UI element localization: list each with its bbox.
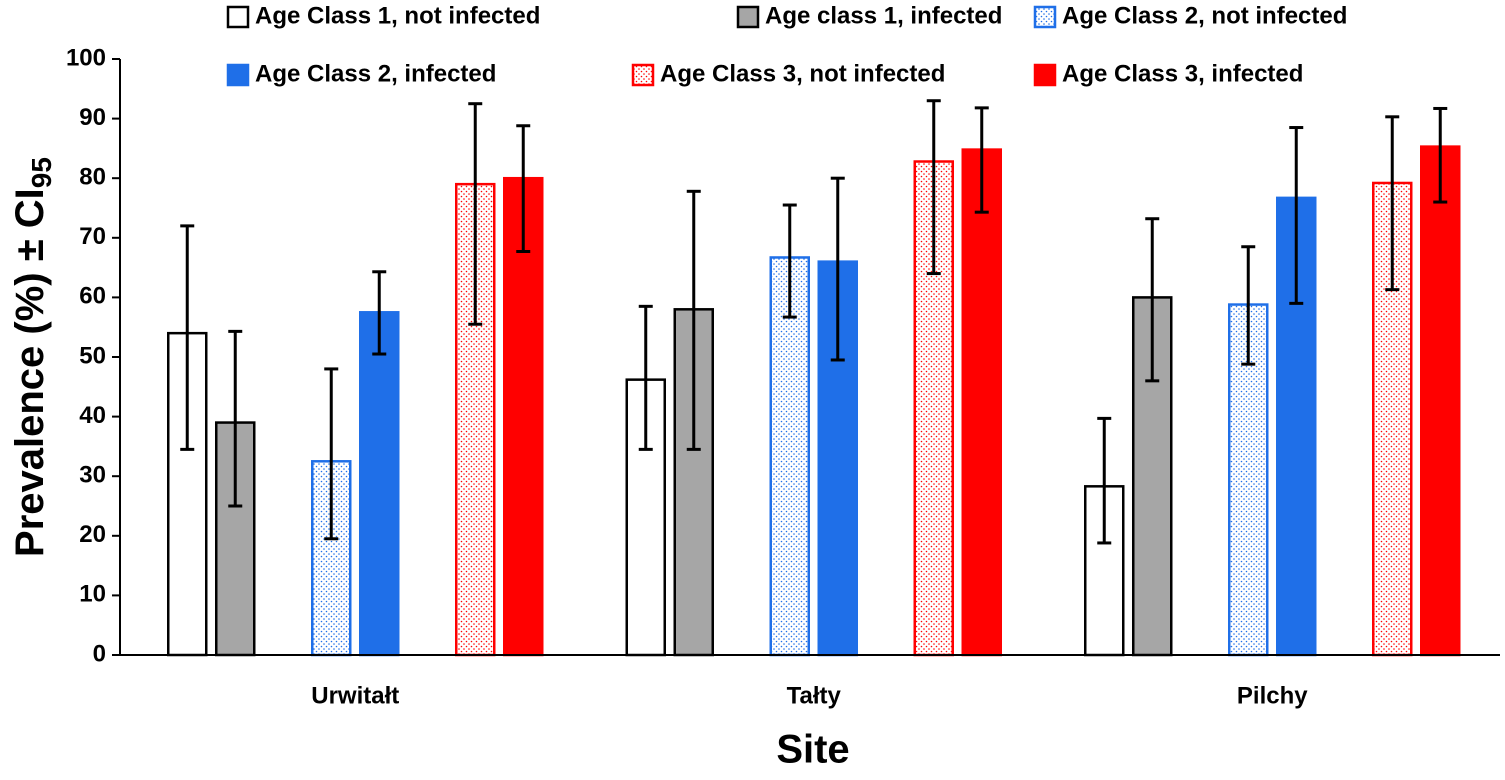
- bar: [503, 176, 544, 657]
- y-tick-label: 100: [66, 44, 106, 71]
- error-bar: [372, 270, 387, 356]
- y-tick-label: 30: [79, 462, 106, 489]
- legend-swatch: [631, 63, 655, 87]
- y-axis-label-subscript: 95: [26, 157, 57, 188]
- legend-label: Age class 1, infected: [765, 2, 1002, 29]
- y-axis-label: Prevalence (%) ± CI95: [8, 157, 58, 557]
- bar: [1420, 145, 1461, 657]
- error-bar: [1289, 126, 1304, 305]
- error-bar: [638, 304, 653, 451]
- legend-swatch: [226, 5, 250, 29]
- error-bar: [686, 189, 701, 451]
- error-bar: [1145, 217, 1160, 383]
- error-bar: [830, 176, 845, 362]
- legend-swatch: [736, 5, 760, 29]
- legend-swatch: [1033, 63, 1057, 87]
- y-axis-label-main: Prevalence (%) ± CI: [8, 188, 52, 557]
- legend-label: Age Class 2, not infected: [1062, 2, 1347, 29]
- error-bar: [926, 99, 941, 276]
- error-bar: [324, 367, 339, 541]
- y-tick-label: 50: [79, 342, 106, 369]
- legend-label: Age Class 2, infected: [255, 60, 496, 87]
- y-tick-label: 80: [79, 164, 106, 191]
- y-tick-label: 10: [79, 581, 106, 608]
- error-bar: [1433, 106, 1448, 204]
- legend-swatch: [226, 63, 250, 87]
- bar: [359, 311, 400, 657]
- error-bar: [516, 124, 531, 254]
- error-bar: [228, 329, 243, 508]
- y-tick-label: 70: [79, 223, 106, 250]
- error-bar: [1241, 245, 1256, 366]
- error-bar: [974, 106, 989, 214]
- error-bar: [180, 224, 195, 451]
- error-bar: [1385, 115, 1400, 292]
- legend-swatch: [1033, 5, 1057, 29]
- x-axis-label: Site: [776, 728, 849, 772]
- y-tick-label: 60: [79, 283, 106, 310]
- error-bar: [468, 102, 483, 326]
- x-tick-label: Pilchy: [1237, 682, 1308, 709]
- error-bar: [1097, 416, 1112, 545]
- y-tick-label: 20: [79, 521, 106, 548]
- error-bar: [782, 203, 797, 319]
- bar: [961, 148, 1002, 657]
- legend-label: Age Class 3, infected: [1062, 60, 1303, 87]
- y-tick-label: 0: [93, 640, 106, 667]
- y-tick-label: 90: [79, 104, 106, 131]
- legend-label: Age Class 1, not infected: [255, 2, 540, 29]
- x-tick-label: Tałty: [787, 682, 842, 709]
- legend-label: Age Class 3, not infected: [660, 60, 945, 87]
- y-tick-label: 40: [79, 402, 106, 429]
- x-tick-label: Urwitałt: [311, 682, 399, 709]
